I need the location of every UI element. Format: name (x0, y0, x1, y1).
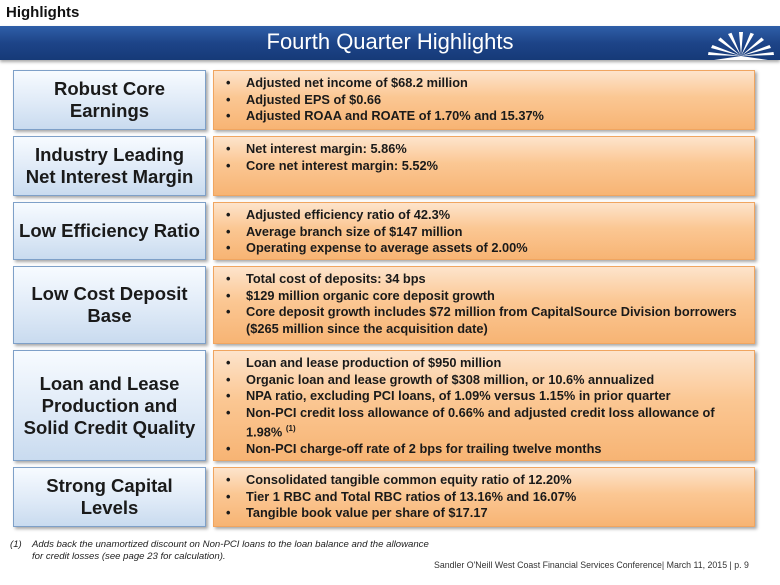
list-item: • Organic loan and lease growth of $308 m… (226, 371, 655, 387)
row-details-net-interest-margin: • Net interest margin: 5.86% • Core net in… (213, 136, 755, 196)
section-label: Highlights (6, 4, 80, 21)
row-details-low-efficiency-ratio: • Adjusted efficiency ratio of 42.3% • Ave… (213, 202, 755, 260)
list-item: • Total cost of deposits: 34 bps (226, 271, 426, 286)
row-details-robust-core-earnings: • Adjusted net income of $68.2 million • A… (213, 70, 755, 130)
list-item: • Loan and lease production of $950 milli… (226, 355, 502, 370)
footer-conference-info: Sandler O'Neill West Coast Financial Ser… (434, 560, 749, 570)
row-label-loan-lease-production: Loan and Lease Production and Solid Cred… (13, 350, 206, 461)
row-label-robust-core-earnings: Robust Core Earnings (13, 70, 206, 130)
row-label-net-interest-margin: Industry Leading Net Interest Margin (13, 136, 206, 196)
footnote-marker: (1) (285, 424, 296, 434)
footnote-number: (1) (10, 539, 22, 550)
list-item: • Core net interest margin: 5.52% (226, 157, 439, 173)
list-item: • Tier 1 RBC and Total RBC ratios of 13.1… (226, 488, 577, 504)
list-item: • Adjusted EPS of $0.66 (226, 91, 382, 107)
list-item: • Average branch size of $147 million (226, 223, 463, 239)
footnote-text: Adds back the unamortized discount on No… (32, 539, 429, 562)
list-item: • Net interest margin: 5.86% (226, 141, 407, 156)
row-details-loan-lease-production: • Loan and lease production of $950 milli… (213, 350, 755, 461)
row-label-low-efficiency-ratio: Low Efficiency Ratio (13, 202, 206, 260)
list-item: • Adjusted ROAA and ROATE of 1.70% and 15… (226, 108, 544, 124)
banner-title: Fourth Quarter Highlights (266, 29, 514, 54)
footnote: (1) Adds back the unamortized discount o… (10, 539, 430, 563)
list-item: • Adjusted net income of $68.2 million (226, 75, 468, 90)
row-details-low-cost-deposit-base: • Total cost of deposits: 34 bps • $129 mi… (213, 266, 755, 344)
list-item: • $129 million organic core deposit growt… (226, 287, 495, 303)
list-item: • NPA ratio, excluding PCI loans, of 1.09… (226, 388, 671, 404)
row-label-low-cost-deposit-base: Low Cost Deposit Base (13, 266, 206, 344)
list-item: • Non-PCI charge-off rate of 2 bps for tr… (226, 441, 602, 457)
list-item: • Non-PCI credit loss allowance of 0.66% … (226, 404, 715, 440)
list-item: • Adjusted efficiency ratio of 42.3% (226, 207, 451, 222)
row-details-strong-capital-levels: • Consolidated tangible common equity rat… (213, 467, 755, 527)
list-item: • Core deposit growth includes $72 millio… (226, 304, 737, 336)
row-label-strong-capital-levels: Strong Capital Levels (13, 467, 206, 527)
sunburst-logo-icon (708, 32, 774, 60)
list-item: • Operating expense to average assets of … (226, 240, 528, 256)
list-item: • Tangible book value per share of $17.17 (226, 505, 488, 521)
title-banner: Fourth Quarter Highlights (0, 26, 780, 60)
list-item: • Consolidated tangible common equity rat… (226, 472, 572, 487)
